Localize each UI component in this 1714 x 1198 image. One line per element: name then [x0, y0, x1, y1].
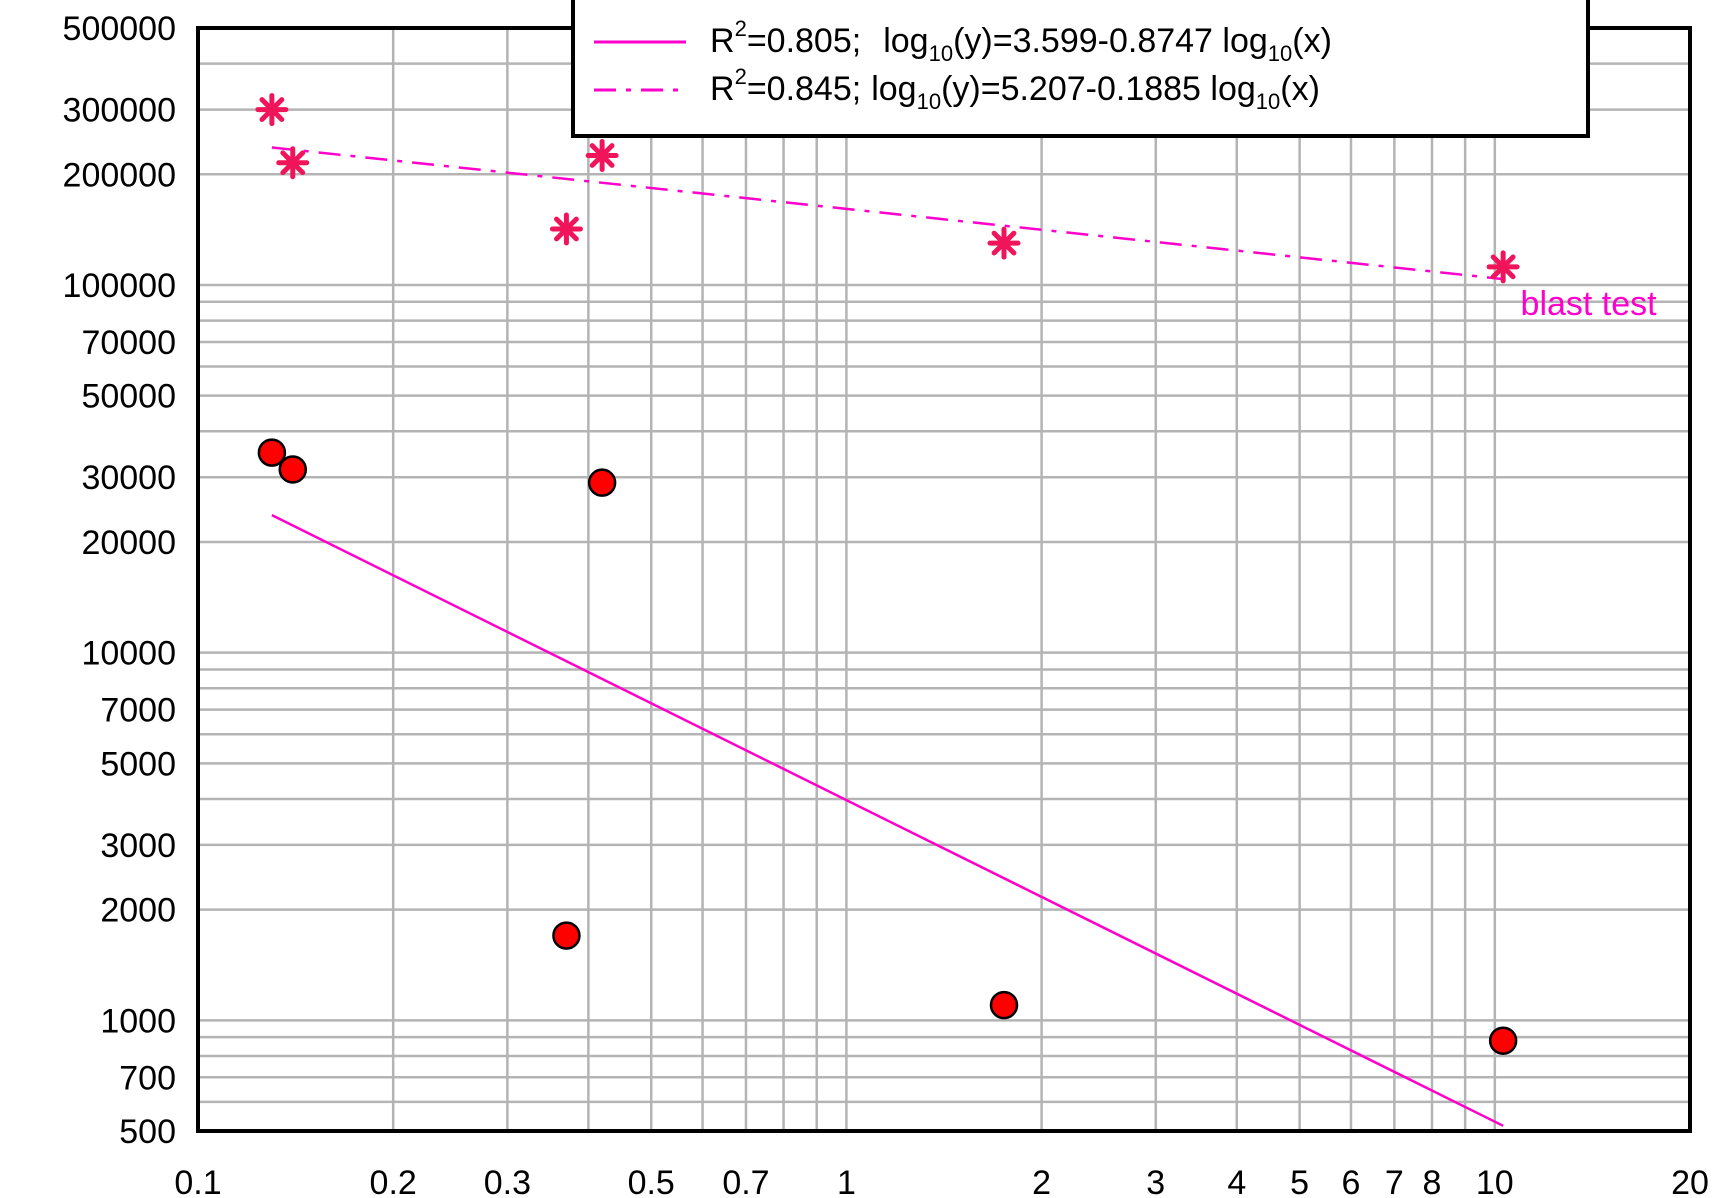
data-point-circle — [989, 990, 1019, 1020]
legend-entry-solid: R2=0.805; log10(y)=3.599-0.8747 log10(x) — [710, 16, 1332, 66]
legend-eq-rhs-solid: (x) — [1292, 22, 1332, 60]
y-tick-label: 30000 — [81, 459, 176, 497]
x-tick-label: 5 — [1290, 1164, 1309, 1198]
legend-eq-rhs-sub-solid: 10 — [1268, 41, 1292, 66]
annotation-label: blast test — [1521, 285, 1658, 323]
y-tick-label: 50000 — [81, 378, 176, 416]
data-point-star — [255, 93, 289, 127]
y-tick-label: 100000 — [63, 267, 176, 305]
data-point-circle — [552, 921, 581, 950]
legend-r-superscript: 2 — [735, 16, 747, 41]
data-point-circle — [278, 455, 308, 484]
legend-eq-lhs-solid: log — [883, 22, 928, 60]
x-tick-label: 0.7 — [722, 1164, 769, 1198]
x-tick-label: 0.1 — [174, 1164, 221, 1198]
y-tick-label: 500000 — [63, 10, 176, 48]
fit-line-solid — [271, 514, 1504, 1127]
x-tick-label: 6 — [1342, 1164, 1361, 1198]
data-point-star — [276, 146, 310, 180]
y-tick-label: 70000 — [81, 324, 176, 362]
legend-r-label: R — [710, 70, 735, 108]
legend: R2=0.805; log10(y)=3.599-0.8747 log10(x) … — [571, 0, 1590, 138]
star-stroke — [589, 143, 615, 168]
legend-eq-lhs-dash-dot: log — [871, 70, 916, 108]
x-axis-tick-labels: 0.1 0.2 0.3 0.5 0.7 1 2 3 4 5 6 7 8 10 20 — [174, 1164, 1709, 1198]
y-tick-label: 700 — [119, 1059, 176, 1097]
data-point-circle — [257, 438, 287, 467]
data-point-star — [1486, 250, 1520, 284]
legend-r-label: R — [710, 22, 735, 60]
x-tick-label: 0.2 — [370, 1164, 417, 1198]
y-tick-label: 3000 — [100, 827, 176, 865]
x-tick-label: 1 — [837, 1164, 856, 1198]
data-point-star — [585, 139, 619, 173]
star-stroke — [1490, 254, 1516, 280]
star-stroke — [259, 97, 285, 122]
data-point-star — [549, 212, 583, 246]
x-tick-label: 3 — [1146, 1164, 1165, 1198]
x-tick-label: 0.3 — [484, 1164, 531, 1198]
legend-eq-rhs-dash-dot: (x) — [1280, 70, 1320, 108]
star-stroke — [554, 216, 579, 242]
y-tick-label: 200000 — [63, 156, 176, 194]
legend-r2-value-dash-dot: =0.845; — [747, 70, 861, 108]
fit-line-dash-dot — [271, 146, 1504, 281]
x-tick-label: 7 — [1385, 1164, 1404, 1198]
data-point-star — [987, 226, 1021, 260]
y-tick-label: 5000 — [100, 745, 176, 783]
y-tick-label: 300000 — [63, 92, 176, 130]
annotations: blast test — [1521, 285, 1658, 323]
x-tick-label: 8 — [1423, 1164, 1442, 1198]
legend-eq-lhs-sub-dash-dot: 10 — [917, 89, 941, 114]
legend-eq-mid-solid: (y)=3.599-0.8747 log — [953, 22, 1268, 60]
data-markers — [255, 93, 1520, 1055]
y-tick-label: 10000 — [81, 635, 176, 673]
x-tick-label: 0.5 — [628, 1164, 675, 1198]
legend-entry-dash-dot: R2=0.845; log10(y)=5.207-0.1885 log10(x) — [710, 64, 1320, 114]
star-stroke — [280, 150, 306, 176]
fit-lines — [271, 146, 1504, 1127]
y-tick-label: 2000 — [100, 892, 176, 930]
data-point-circle — [587, 468, 617, 497]
y-tick-label: 20000 — [81, 524, 176, 562]
y-tick-label: 500 — [119, 1113, 176, 1151]
legend-eq-lhs-sub-solid: 10 — [929, 41, 953, 66]
legend-eq-rhs-sub-dash-dot: 10 — [1256, 89, 1280, 114]
y-tick-label: 1000 — [100, 1002, 176, 1040]
legend-r2-value-solid: =0.805; — [747, 22, 861, 60]
x-tick-label: 4 — [1227, 1164, 1246, 1198]
legend-r-superscript: 2 — [735, 64, 747, 89]
x-tick-label: 2 — [1032, 1164, 1051, 1198]
legend-box — [571, 0, 1590, 138]
data-point-circle — [1488, 1026, 1518, 1055]
x-tick-label: 20 — [1671, 1164, 1709, 1198]
y-axis-tick-labels: 500 700 1000 2000 3000 5000 7000 10000 20000 3000… — [63, 10, 176, 1151]
legend-eq-mid-dash-dot: (y)=5.207-0.1885 log — [941, 70, 1256, 108]
y-tick-label: 7000 — [100, 692, 176, 730]
star-stroke — [991, 230, 1017, 256]
x-tick-label: 10 — [1476, 1164, 1514, 1198]
